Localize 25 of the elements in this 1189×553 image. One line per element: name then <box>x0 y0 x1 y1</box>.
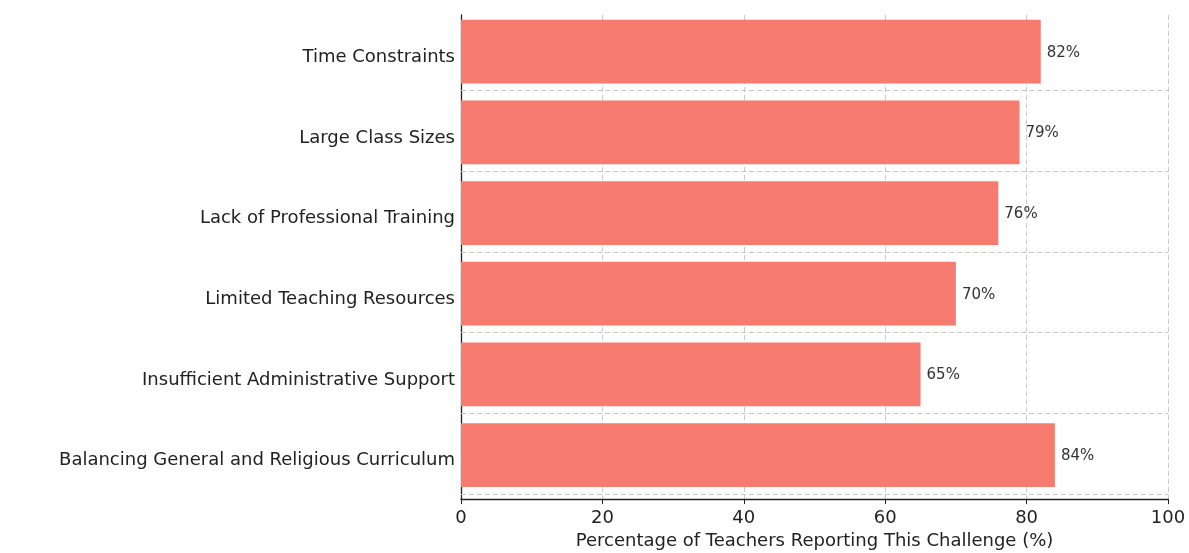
data-label: 82% <box>1046 42 1081 61</box>
x-tick-label: 0 <box>455 505 467 527</box>
x-tick-label: 100 <box>1150 505 1186 527</box>
data-label: 79% <box>1025 123 1059 142</box>
y-tick-label: Large Class Sizes <box>299 125 455 147</box>
x-tick-label: 60 <box>873 505 897 527</box>
bar <box>461 342 921 407</box>
bar <box>461 423 1055 487</box>
bar <box>461 181 999 245</box>
bar <box>461 100 1020 165</box>
y-tick-label: Limited Teaching Resources <box>205 286 455 308</box>
x-tick-label: 20 <box>590 505 614 527</box>
bar <box>461 19 1041 84</box>
y-tick-label: Time Constraints <box>301 44 455 66</box>
data-label: 76% <box>1004 204 1038 223</box>
data-label: 84% <box>1060 446 1095 465</box>
x-tick-label: 40 <box>732 505 756 527</box>
bar <box>461 261 956 326</box>
y-tick-label: Balancing General and Religious Curriculum <box>59 448 455 470</box>
data-label: 65% <box>926 365 960 384</box>
y-tick-label: Insufficient Administrative Support <box>142 367 455 389</box>
y-tick-label: Lack of Professional Training <box>199 206 455 228</box>
x-tick-label: 80 <box>1015 505 1039 527</box>
data-label: 70% <box>961 284 996 303</box>
x-axis-title: Percentage of Teachers Reporting This Challenge (%) <box>575 528 1054 550</box>
